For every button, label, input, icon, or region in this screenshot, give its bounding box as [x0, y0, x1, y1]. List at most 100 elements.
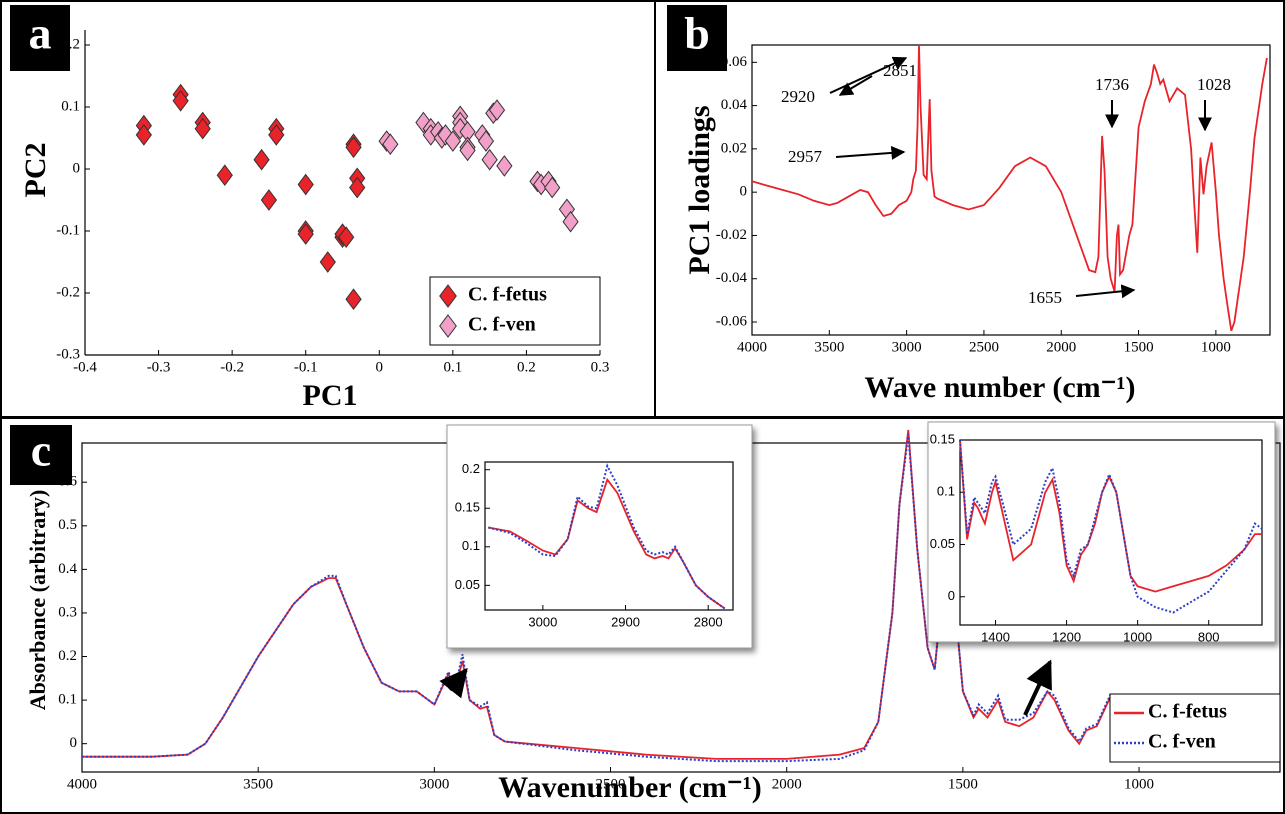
x-tick-label: 2800	[694, 614, 723, 629]
callout-arrow	[1023, 659, 1052, 716]
x-tick-label: 1500	[948, 776, 978, 792]
x-tick-label: 1000	[1124, 776, 1154, 792]
legend-box	[429, 276, 601, 346]
x-tick-label: 3000	[419, 776, 449, 792]
panel-c: 4000 3500 3000 2500 2000 1500 1000 0 0.1 0.2 0.3 0.…	[10, 425, 1281, 804]
x-tick-label: 3000	[892, 339, 922, 355]
x-tick-label: 2000	[1046, 339, 1076, 355]
x-tick-label: -0.4	[73, 359, 97, 375]
spectrum-line	[959, 439, 1262, 593]
callout-arrow	[439, 667, 468, 699]
x-tick-label: 4000	[67, 776, 97, 792]
y-tick-label: 0.1	[462, 538, 480, 553]
y-tick-label: 0.15	[455, 500, 480, 515]
y-tick-label: -0.3	[56, 346, 80, 362]
legend-label: C. f-ven	[468, 314, 536, 336]
scatter-point	[345, 288, 362, 311]
scatter-point	[562, 210, 579, 233]
scatter-point	[481, 148, 498, 171]
panel-b: 4000 3500 3000 2500 2000 1500 1000 -0.06 -0.04 -0…	[667, 5, 1271, 404]
scatter-point	[297, 173, 314, 196]
legend-label: C. f-ven	[1148, 731, 1216, 753]
inset-frame	[927, 421, 1276, 643]
annotation-arrow	[835, 145, 906, 160]
y-tick-label: 0.06	[721, 54, 748, 70]
y-axis-title: PC2	[19, 143, 52, 198]
y-tick-label: 0.02	[721, 140, 747, 156]
x-tick-label: 800	[1198, 629, 1220, 644]
y-tick-label: 0.3	[58, 604, 77, 620]
plot-frame	[959, 439, 1263, 626]
x-tick-label: 1200	[1052, 629, 1081, 644]
panel-label-box	[10, 425, 72, 485]
panel-label: c	[31, 425, 51, 476]
x-axis-title: Wave number (cm⁻¹)	[865, 371, 1136, 404]
x-tick-label: 2500	[596, 776, 626, 792]
x-tick-label: 4000	[737, 339, 767, 355]
scatter-point	[459, 139, 476, 162]
x-axis-title: PC1	[303, 379, 358, 412]
legend-symbol	[439, 284, 457, 308]
scatter-point	[319, 251, 336, 273]
y-tick-label: 0.15	[930, 431, 955, 446]
y-tick-label: -0.2	[56, 284, 80, 300]
x-tick-label: 3500	[814, 339, 844, 355]
y-tick-label: 0.2	[462, 461, 480, 476]
y-tick-label: 0	[740, 184, 748, 200]
panel-label-box	[667, 5, 727, 71]
scatter-point	[349, 176, 366, 199]
scatter-point	[345, 136, 362, 159]
scatter-point	[382, 133, 399, 156]
x-tick-label: 2500	[969, 339, 999, 355]
spectrum-line	[959, 439, 1263, 614]
scatter-point	[297, 223, 314, 245]
inset-ch: 3000 2900 2800 0.05 0.1 0.15 0.2	[455, 461, 734, 629]
legend-symbol	[439, 314, 457, 338]
scatter-point	[172, 89, 189, 112]
annotation: 2957	[788, 147, 823, 166]
panel-a: -0.4 -0.3 -0.2 -0.1 0 0.1 0.2 0.3-0.3-0.2-0.100…	[10, 5, 609, 412]
inset-fingerprint: 1400 1200 1000 800 0 0.05 0.1 0.15	[930, 431, 1263, 644]
x-tick-label: 0	[376, 359, 384, 375]
y-tick-label: 0	[73, 160, 81, 176]
x-tick-label: 3500	[243, 776, 273, 792]
x-tick-label: 0.3	[591, 359, 610, 375]
x-axis-title: Wavenumber (cm⁻¹)	[498, 771, 761, 804]
y-tick-label: 0.5	[58, 517, 77, 533]
annotation-arrow	[838, 75, 873, 96]
y-tick-label: -0.02	[716, 227, 747, 243]
spectrum-line	[82, 434, 1281, 763]
x-tick-label: 1500	[1124, 339, 1154, 355]
scatter-point	[496, 155, 513, 177]
x-tick-label: -0.3	[147, 359, 171, 375]
scatter-point	[216, 164, 233, 187]
scatter-point	[135, 124, 152, 146]
annotation: 2851	[883, 61, 917, 80]
y-tick-label: 0.2	[58, 648, 77, 664]
spectrum-line	[751, 44, 1268, 332]
spectrum-line	[488, 463, 726, 610]
scatter-point	[477, 130, 495, 152]
x-tick-label: -0.1	[294, 359, 318, 375]
scatter-point	[488, 99, 506, 121]
y-tick-label: 0.1	[58, 692, 77, 708]
y-tick-label: 0.1	[937, 484, 955, 499]
legend-label: C. f-fetus	[1148, 701, 1227, 723]
x-tick-label: -0.2	[220, 359, 244, 375]
annotation: 1736	[1095, 75, 1129, 94]
y-axis-title: Absorbance (arbitrary)	[25, 490, 50, 711]
scatter-point	[268, 124, 285, 146]
scatter-point	[544, 176, 561, 199]
scatter-point	[253, 148, 270, 171]
y-tick-label: -0.04	[716, 270, 748, 286]
x-tick-label: 2900	[611, 614, 640, 629]
x-tick-label: 0.1	[443, 359, 462, 375]
x-tick-label: 1400	[981, 629, 1010, 644]
x-tick-label: 3000	[528, 614, 557, 629]
x-tick-label: 2000	[772, 776, 802, 792]
x-tick-label: 1000	[1201, 339, 1231, 355]
panel-label: b	[684, 8, 710, 59]
plot-frame	[751, 44, 1271, 336]
y-tick-label: 0.05	[455, 577, 480, 592]
